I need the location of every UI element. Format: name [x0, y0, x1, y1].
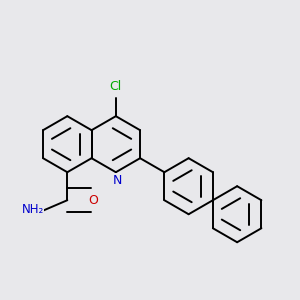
- Text: Cl: Cl: [110, 80, 122, 93]
- Text: O: O: [88, 194, 98, 207]
- Text: N: N: [113, 174, 122, 187]
- Text: NH₂: NH₂: [22, 203, 44, 216]
